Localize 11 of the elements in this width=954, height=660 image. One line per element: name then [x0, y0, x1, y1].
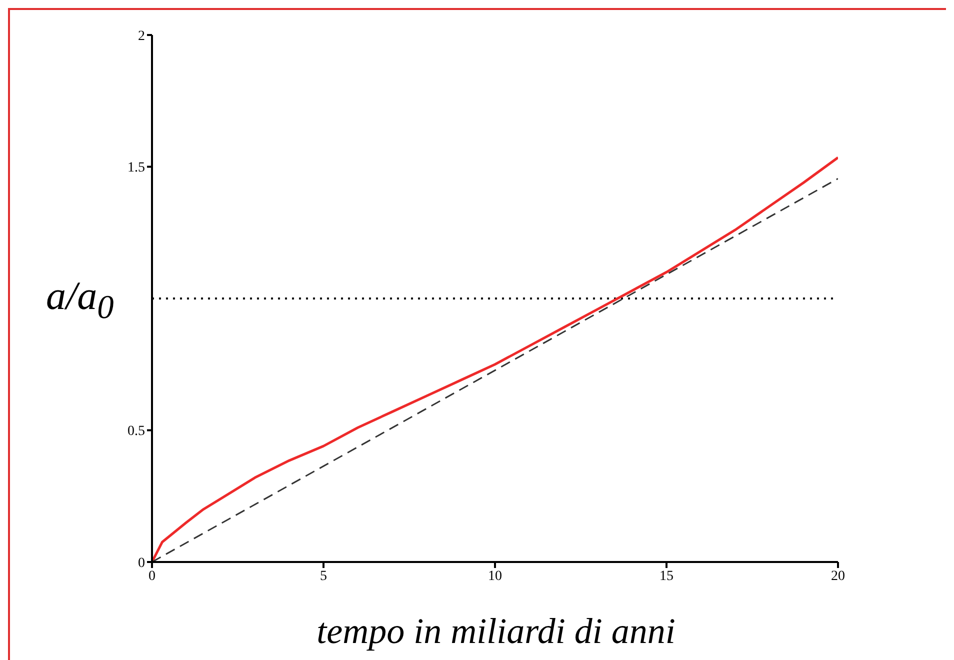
x-axis-title: tempo in miliardi di anni [316, 610, 676, 652]
x-tick-label: 0 [148, 568, 156, 584]
y-tick-label: 1.5 [128, 160, 145, 176]
y-tick-label: 2 [138, 28, 145, 44]
x-tick-label: 10 [488, 568, 502, 584]
x-tick-label: 15 [660, 568, 674, 584]
x-tick-label: 5 [320, 568, 327, 584]
y-tick-label: 0 [138, 556, 145, 571]
y-tick-label: 0.5 [128, 424, 145, 440]
x-tick-label: 20 [831, 568, 845, 584]
y-axis-title: a/a$_{0}$ [46, 272, 114, 327]
